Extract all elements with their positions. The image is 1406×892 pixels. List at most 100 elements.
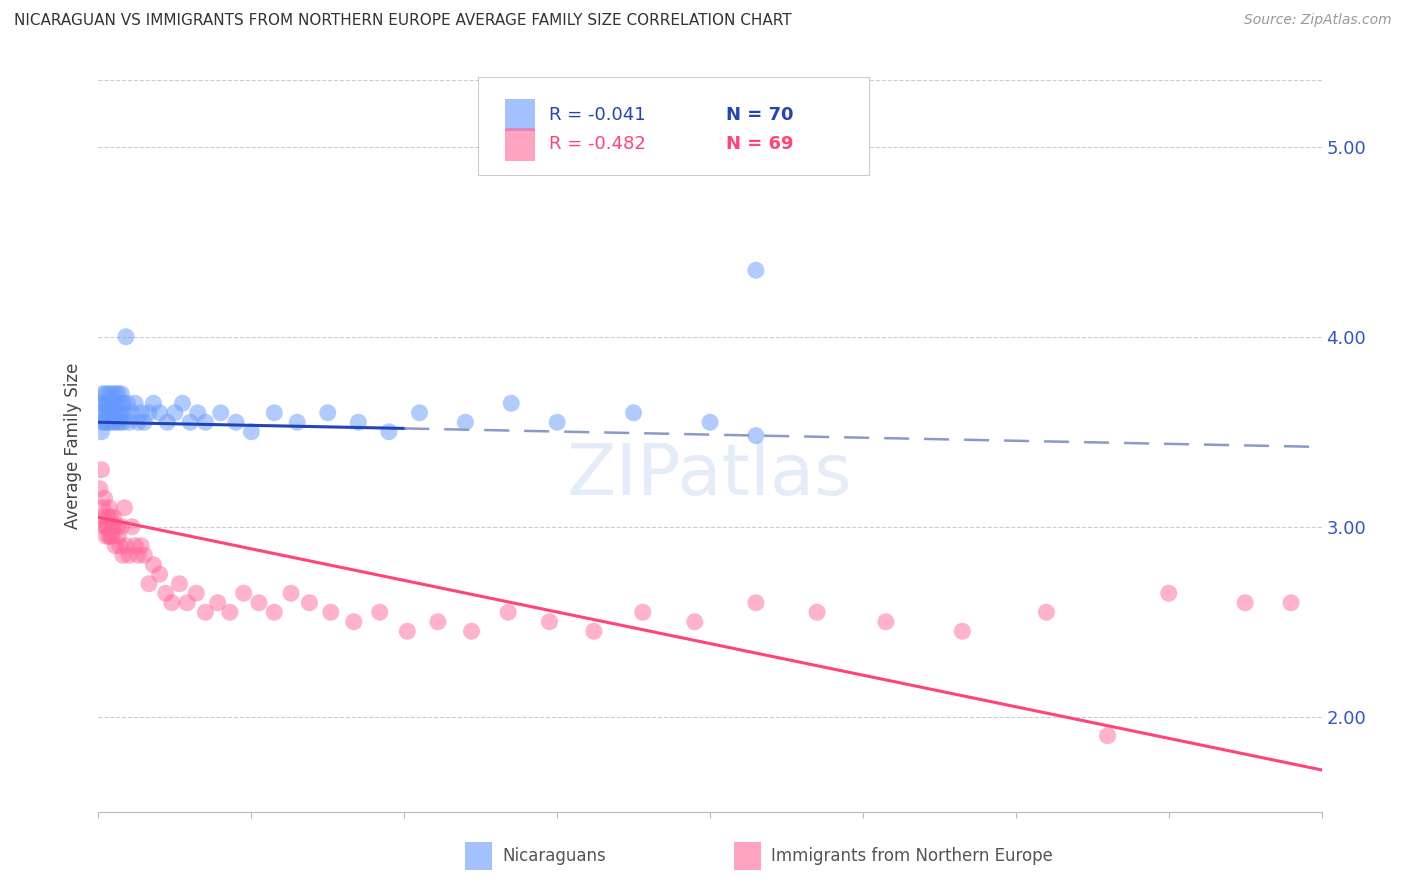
Point <box>107 406 129 420</box>
Point <box>111 396 134 410</box>
Point <box>496 605 519 619</box>
Point <box>745 263 768 277</box>
Text: R = -0.482: R = -0.482 <box>548 136 645 153</box>
Point <box>1279 596 1302 610</box>
Point <box>194 415 217 429</box>
Point <box>1157 586 1180 600</box>
Point <box>97 396 120 410</box>
Point <box>149 567 172 582</box>
Point <box>232 586 254 600</box>
Point <box>101 529 124 543</box>
Point <box>298 596 321 610</box>
Point <box>225 415 247 429</box>
Point <box>285 415 308 429</box>
Point <box>100 529 122 543</box>
Point <box>94 386 117 401</box>
Point <box>118 415 141 429</box>
Point <box>699 415 721 429</box>
Point <box>97 510 120 524</box>
Point <box>108 415 131 429</box>
Point <box>108 396 131 410</box>
Point <box>280 586 302 600</box>
Text: Immigrants from Northern Europe: Immigrants from Northern Europe <box>772 847 1053 864</box>
Point <box>103 415 125 429</box>
Point <box>103 406 125 420</box>
Point <box>111 548 134 562</box>
Text: Nicaraguans: Nicaraguans <box>502 847 606 864</box>
Point <box>263 605 285 619</box>
Y-axis label: Average Family Size: Average Family Size <box>65 363 83 529</box>
Point <box>546 415 568 429</box>
Point <box>1234 596 1257 610</box>
Point <box>91 415 114 429</box>
Point <box>129 406 152 420</box>
Point <box>454 415 477 429</box>
Point <box>142 396 165 410</box>
Point <box>631 605 654 619</box>
Point <box>426 615 449 629</box>
Point <box>91 500 114 515</box>
Point <box>105 520 128 534</box>
Point <box>247 596 270 610</box>
Point <box>316 406 339 420</box>
Point <box>93 491 115 506</box>
Point <box>1097 729 1119 743</box>
Point <box>97 520 120 534</box>
Point <box>172 396 194 410</box>
Point <box>240 425 263 439</box>
Point <box>94 529 117 543</box>
Point <box>107 529 129 543</box>
Point <box>179 415 201 429</box>
Text: N = 69: N = 69 <box>725 136 793 153</box>
Point <box>187 406 209 420</box>
Point <box>319 605 342 619</box>
Point <box>103 520 125 534</box>
Point <box>112 500 135 515</box>
Point <box>538 615 561 629</box>
Text: N = 70: N = 70 <box>725 106 793 124</box>
Point <box>91 386 114 401</box>
Point <box>101 406 124 420</box>
Point <box>134 548 156 562</box>
Point <box>1035 605 1057 619</box>
Point <box>94 406 117 420</box>
Point <box>100 396 122 410</box>
Text: NICARAGUAN VS IMMIGRANTS FROM NORTHERN EUROPE AVERAGE FAMILY SIZE CORRELATION CH: NICARAGUAN VS IMMIGRANTS FROM NORTHERN E… <box>14 13 792 29</box>
Point <box>112 406 135 420</box>
Point <box>160 596 183 610</box>
Point <box>378 425 401 439</box>
Point <box>343 615 366 629</box>
Point <box>149 406 172 420</box>
Point <box>104 539 127 553</box>
Point <box>89 406 111 420</box>
Point <box>683 615 706 629</box>
Point <box>108 539 131 553</box>
Point <box>155 586 177 600</box>
Point <box>100 415 122 429</box>
Point <box>396 624 419 639</box>
Point <box>138 406 160 420</box>
Point <box>98 500 121 515</box>
Text: R = -0.041: R = -0.041 <box>548 106 645 124</box>
Point <box>194 605 217 619</box>
Point <box>104 386 127 401</box>
Point <box>347 415 370 429</box>
Point <box>163 406 186 420</box>
Point <box>97 415 120 429</box>
Bar <box>505 128 536 161</box>
Point <box>142 558 165 572</box>
Point <box>93 415 115 429</box>
Point <box>501 396 523 410</box>
Point <box>98 406 121 420</box>
Point <box>156 415 179 429</box>
Point <box>408 406 430 420</box>
Point <box>100 510 122 524</box>
Point <box>98 386 121 401</box>
Point <box>94 520 117 534</box>
Point <box>90 396 112 410</box>
Point <box>127 548 149 562</box>
Point <box>89 482 111 496</box>
Point <box>105 396 128 410</box>
Point <box>111 415 134 429</box>
Point <box>101 520 124 534</box>
